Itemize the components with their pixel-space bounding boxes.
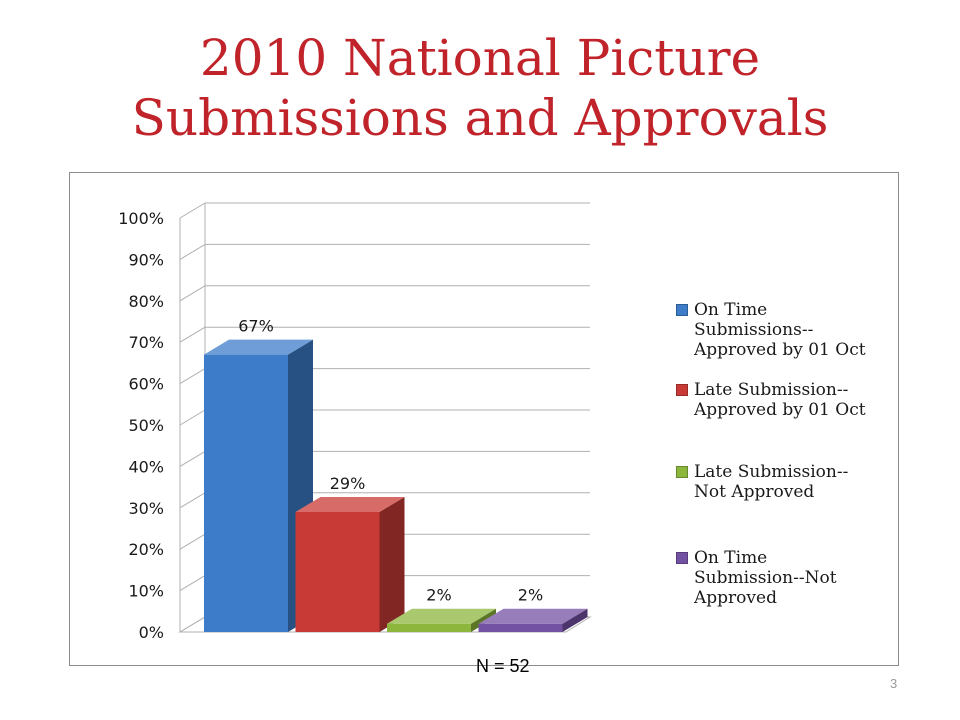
gridline-wall — [179, 326, 206, 343]
gridline-wall — [179, 243, 206, 260]
legend-label-line: On Time — [694, 548, 768, 568]
legend-label-line: On Time — [694, 300, 768, 320]
gridline-wall — [179, 450, 206, 467]
bar-side — [562, 608, 588, 632]
bar-front — [478, 623, 563, 632]
legend-label-line: Late Submission-- — [694, 380, 849, 400]
bar-top — [478, 608, 588, 624]
gridline-wall — [179, 409, 206, 426]
legend-label-line: Approved — [694, 588, 777, 608]
y-tick-label: 0% — [139, 623, 164, 642]
legend-label-line: Approved by 01 Oct — [694, 400, 866, 420]
legend-label-line: Not Approved — [694, 482, 815, 502]
y-tick-label: 20% — [128, 540, 164, 559]
data-label: 67% — [238, 317, 274, 336]
bar-top — [387, 608, 496, 624]
legend-swatch — [676, 552, 688, 564]
legend-label-line: Late Submission-- — [694, 462, 849, 482]
slide-title-line1: 2010 National Picture — [199, 29, 761, 87]
legend-swatch — [676, 466, 688, 478]
gridline-wall — [179, 368, 206, 385]
data-label: 2% — [426, 586, 451, 605]
legend-label-line: Submissions-- — [694, 320, 814, 340]
y-tick-label: 50% — [128, 416, 164, 435]
legend-swatch — [676, 304, 688, 316]
y-tick-label: 60% — [128, 375, 164, 394]
legend-label-line: Approved by 01 Oct — [694, 340, 866, 360]
legend-label: Late Submission-- Not Approved — [694, 462, 900, 502]
gridline-wall — [179, 285, 206, 302]
y-tick-label: 90% — [128, 250, 164, 269]
data-label: 29% — [330, 474, 366, 493]
legend-label: On Time Submission--Not Approved — [694, 548, 900, 608]
page-number: 3 — [890, 676, 898, 691]
bar-front — [295, 511, 380, 632]
gridline-wall — [179, 575, 206, 592]
slide-title: 2010 National Picture Submissions and Ap… — [0, 28, 960, 148]
y-tick-label: 10% — [128, 582, 164, 601]
bar-top — [204, 339, 313, 355]
gridline-wall — [179, 202, 206, 219]
gridline-wall — [179, 492, 206, 509]
sample-size-label: N = 52 — [476, 656, 530, 676]
gridline-wall — [179, 533, 206, 550]
legend-label: Late Submission-- Approved by 01 Oct — [694, 380, 900, 420]
y-tick-label: 80% — [128, 292, 164, 311]
y-tick-label: 40% — [128, 457, 164, 476]
bar-front — [387, 623, 471, 632]
bar-side — [379, 496, 405, 632]
legend-swatch — [676, 384, 688, 396]
bar-front — [204, 354, 288, 632]
y-tick-label: 100% — [118, 209, 164, 228]
bar-side — [471, 608, 496, 632]
legend-label-line: Submission--Not — [694, 568, 837, 588]
legend-label: On Time Submissions-- Approved by 01 Oct — [694, 300, 900, 360]
bar-top — [295, 496, 405, 512]
data-label: 2% — [518, 586, 543, 605]
y-tick-label: 70% — [128, 333, 164, 352]
slide-title-line2: Submissions and Approvals — [131, 89, 829, 147]
y-tick-label: 30% — [128, 499, 164, 518]
